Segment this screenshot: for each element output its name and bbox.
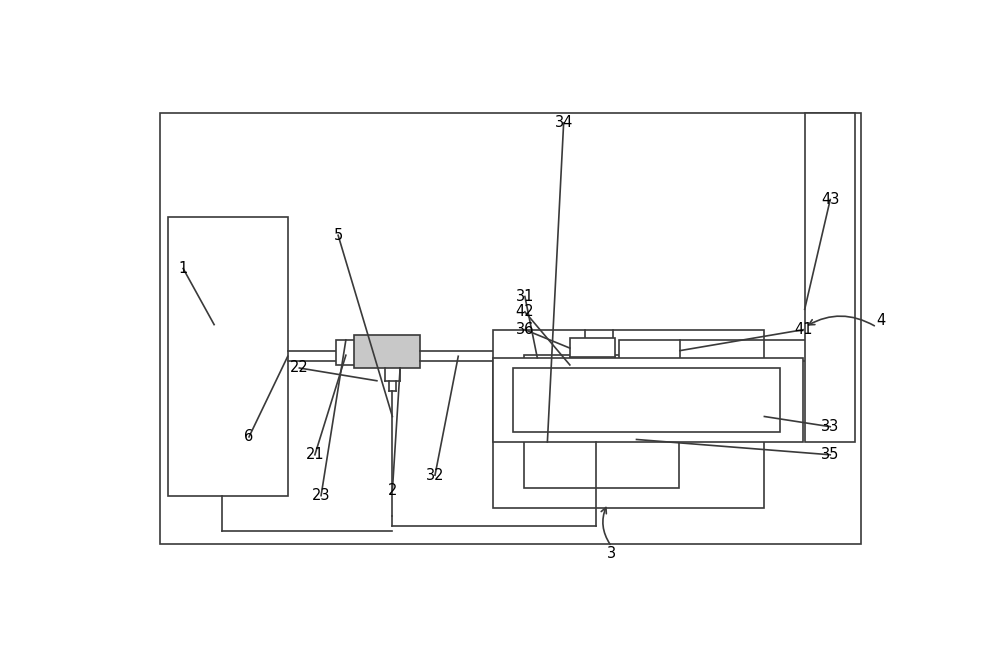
Text: 35: 35 bbox=[821, 448, 839, 462]
Text: 6: 6 bbox=[244, 430, 254, 444]
Text: 43: 43 bbox=[821, 192, 839, 207]
Text: 33: 33 bbox=[821, 419, 839, 434]
Text: 31: 31 bbox=[516, 289, 534, 304]
Bar bbox=[512, 368, 780, 432]
Text: 34: 34 bbox=[554, 115, 573, 131]
Text: 23: 23 bbox=[312, 488, 330, 503]
Bar bbox=[168, 217, 288, 496]
Bar bbox=[524, 355, 679, 488]
Bar bbox=[570, 357, 615, 373]
Text: 1: 1 bbox=[178, 261, 188, 276]
Text: 4: 4 bbox=[876, 313, 885, 328]
Bar bbox=[336, 340, 358, 365]
Text: 42: 42 bbox=[516, 304, 534, 320]
Text: 32: 32 bbox=[426, 467, 444, 483]
Bar bbox=[619, 340, 680, 361]
Bar bbox=[160, 113, 861, 544]
Bar bbox=[570, 338, 615, 358]
Bar bbox=[354, 335, 420, 368]
Text: 3: 3 bbox=[607, 546, 616, 561]
Text: 5: 5 bbox=[334, 228, 343, 243]
Text: 36: 36 bbox=[516, 322, 534, 337]
Text: 2: 2 bbox=[388, 483, 397, 498]
Bar bbox=[493, 358, 803, 442]
Text: 41: 41 bbox=[794, 322, 812, 337]
Bar bbox=[493, 330, 764, 509]
Text: 22: 22 bbox=[290, 361, 309, 375]
Bar bbox=[805, 113, 855, 442]
Text: 21: 21 bbox=[306, 448, 324, 462]
